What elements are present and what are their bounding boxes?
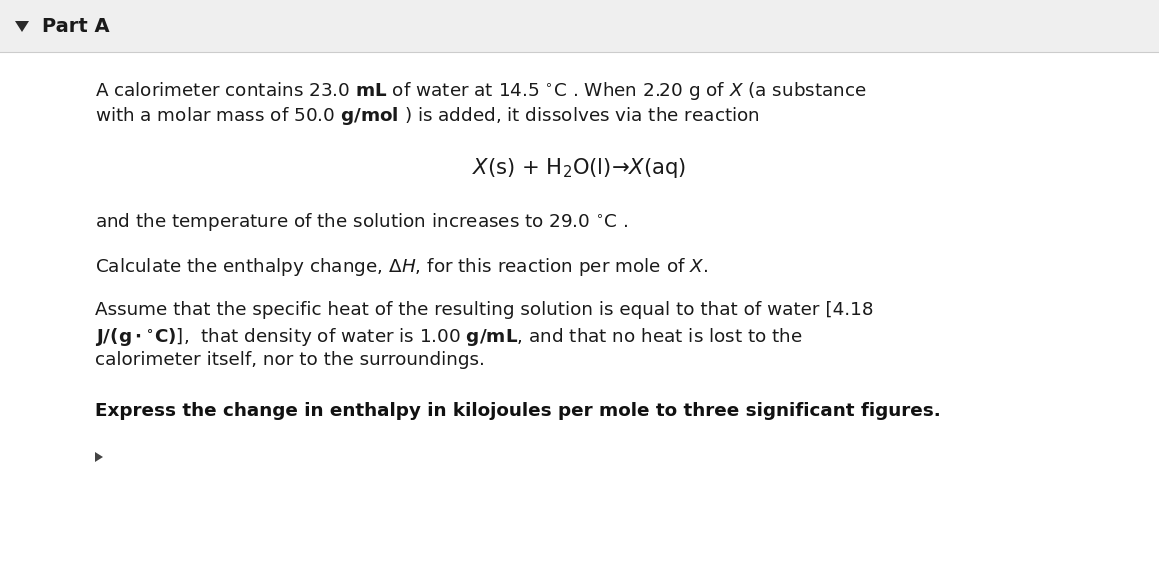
Polygon shape: [15, 21, 29, 32]
Text: Assume that the specific heat of the resulting solution is equal to that of wate: Assume that the specific heat of the res…: [95, 301, 874, 319]
Text: Calculate the enthalpy change, $\Delta\mathit{H}$, for this reaction per mole of: Calculate the enthalpy change, $\Delta\m…: [95, 256, 708, 278]
Text: A calorimeter contains 23.0 $\mathbf{mL}$ of water at 14.5 $^{\circ}$C . When 2.: A calorimeter contains 23.0 $\mathbf{mL}…: [95, 80, 867, 102]
Text: and the temperature of the solution increases to 29.0 $^{\circ}$C .: and the temperature of the solution incr…: [95, 211, 628, 233]
Text: with a molar mass of 50.0 $\mathbf{g/mol}$ ) is added, it dissolves via the reac: with a molar mass of 50.0 $\mathbf{g/mol…: [95, 105, 759, 127]
Text: calorimeter itself, nor to the surroundings.: calorimeter itself, nor to the surroundi…: [95, 351, 484, 369]
Text: Part A: Part A: [42, 17, 110, 35]
Text: $\mathbf{J/(g \cdot {^{\circ}}C)}$],  that density of water is 1.00 $\mathbf{g/m: $\mathbf{J/(g \cdot {^{\circ}}C)}$], tha…: [95, 326, 803, 348]
Text: Express the change in enthalpy in kilojoules per mole to three significant figur: Express the change in enthalpy in kilojo…: [95, 402, 941, 420]
Bar: [0, 0, 1159, 52]
Text: $\mathit{X}$(s) + H$_2$O(l)→$\mathit{X}$(aq): $\mathit{X}$(s) + H$_2$O(l)→$\mathit{X}$…: [472, 156, 686, 180]
Polygon shape: [95, 452, 103, 462]
